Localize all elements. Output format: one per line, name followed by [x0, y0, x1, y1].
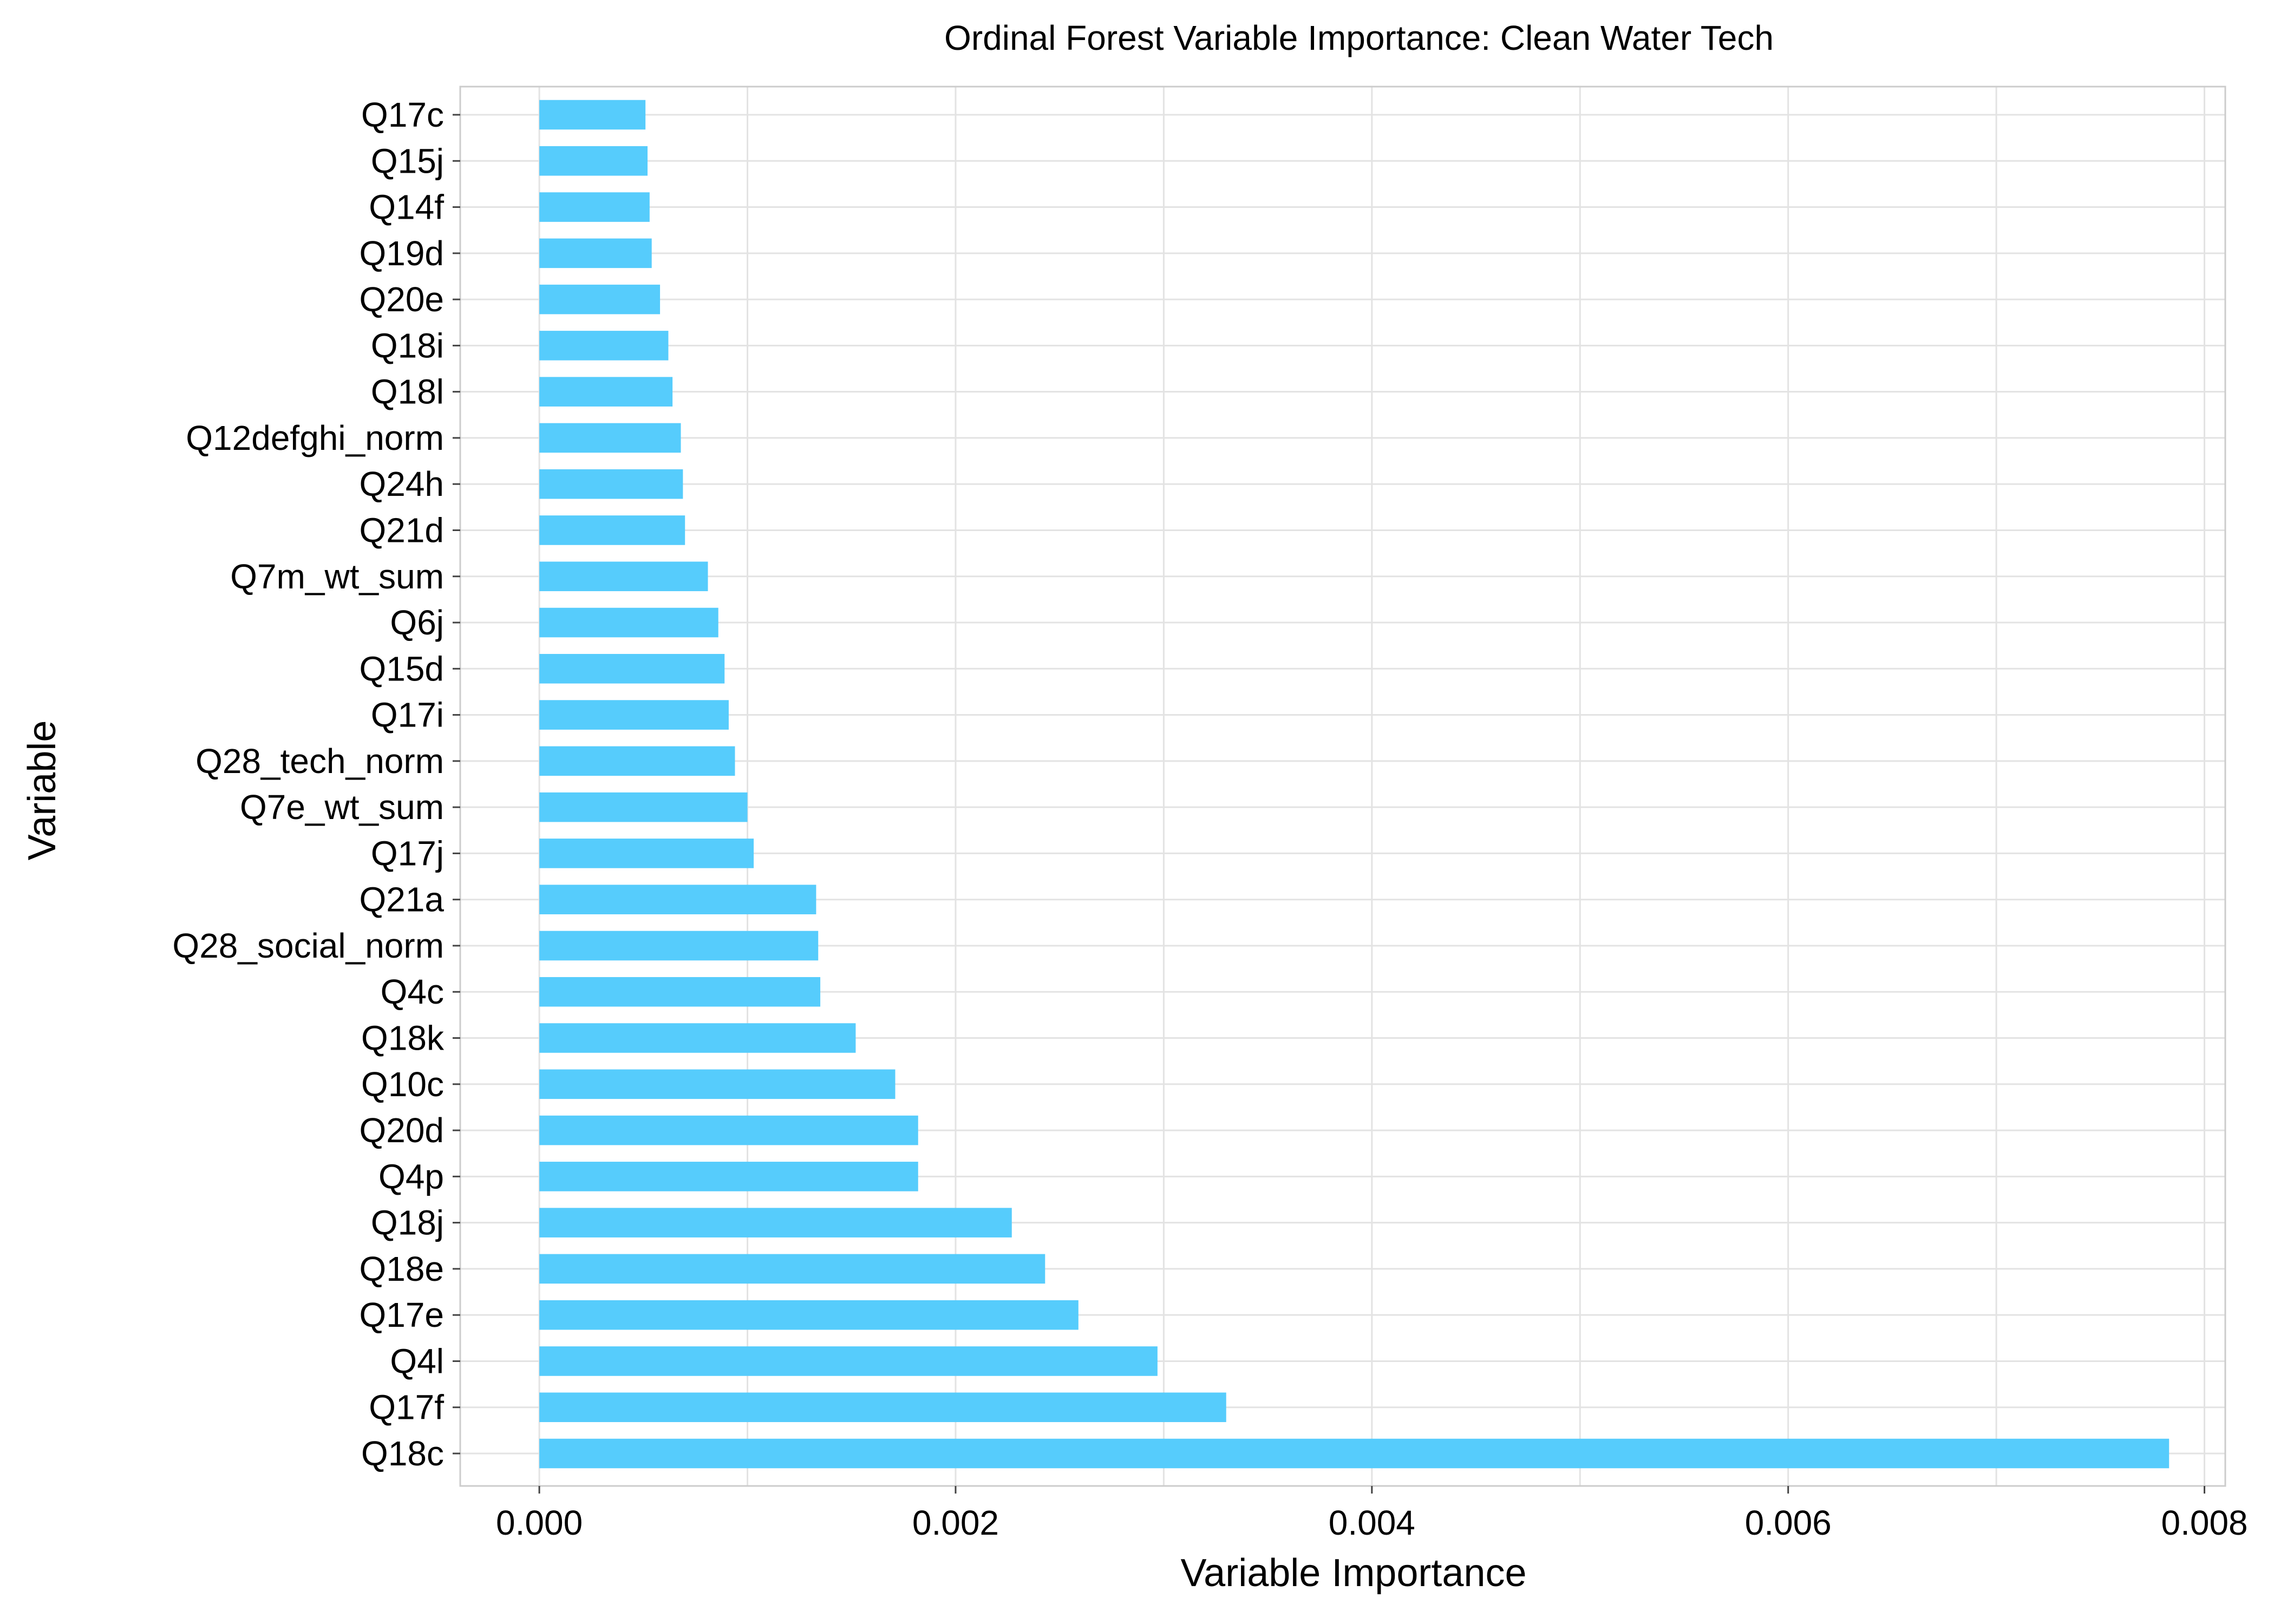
bar-Q18k [539, 1023, 856, 1053]
category-label: Q12defghi_norm [186, 418, 444, 457]
bar-Q14f [539, 192, 650, 222]
bar-Q21d [539, 515, 685, 545]
category-label: Q6j [390, 603, 444, 642]
category-label: Q4c [381, 972, 444, 1011]
bar-Q18i [539, 331, 669, 361]
category-label: Q15d [359, 649, 444, 688]
bar-Q15j [539, 146, 648, 176]
x-tick-label: 0.002 [912, 1503, 999, 1542]
category-label: Q7e_wt_sum [240, 788, 444, 827]
bar-Q18c [539, 1438, 2170, 1469]
category-label: Q21d [359, 510, 444, 549]
category-label: Q18j [371, 1203, 444, 1242]
category-label: Q4p [378, 1157, 444, 1196]
x-axis-ticks: 0.000 0.002 0.004 0.006 0.008 [496, 1486, 2248, 1542]
bar-Q20d [539, 1115, 918, 1145]
category-label: Q14f [369, 188, 444, 227]
x-axis-title: Variable Importance [1181, 1551, 1527, 1595]
category-label: Q18i [371, 326, 444, 365]
plot-frame [459, 86, 2226, 1487]
category-label: Q17j [371, 834, 444, 873]
category-label: Q17c [361, 95, 444, 134]
bar-Q12defghi_norm [539, 423, 681, 453]
category-label: Q17i [371, 696, 444, 735]
category-label: Q18l [371, 372, 444, 411]
bar-Q7m_wt_sum [539, 561, 708, 592]
y-axis-categories: Q17c Q15j Q14f Q19d Q20e Q18i Q18l Q12defghi_no… [172, 95, 460, 1473]
category-label: Q28_tech_norm [195, 742, 444, 781]
bar-Q24h [539, 469, 683, 499]
bar-Q17f [539, 1392, 1226, 1423]
y-axis-title: Variable [21, 721, 64, 861]
bar-Q18e [539, 1254, 1045, 1284]
category-label: Q19d [359, 234, 444, 273]
bar-Q17c [539, 100, 646, 130]
category-label: Q7m_wt_sum [230, 557, 444, 596]
x-tick-label: 0.008 [2161, 1503, 2247, 1542]
bar-Q18j [539, 1208, 1012, 1237]
category-label: Q28_social_norm [172, 926, 444, 965]
bar-Q28_tech_norm [539, 746, 735, 776]
bars [539, 100, 2170, 1469]
chart-title: Ordinal Forest Variable Importance: Clea… [944, 18, 1774, 57]
bar-Q15d [539, 654, 725, 684]
category-label: Q24h [359, 464, 444, 503]
category-label: Q18c [361, 1434, 444, 1473]
category-label: Q17e [359, 1295, 444, 1334]
bar-Q17j [539, 839, 754, 868]
bar-Q10c [539, 1069, 896, 1099]
bar-Q4c [539, 977, 821, 1007]
category-label: Q4l [390, 1341, 444, 1380]
category-label: Q15j [371, 141, 444, 180]
x-tick-label: 0.004 [1329, 1503, 1415, 1542]
bar-Q6j [539, 607, 718, 638]
bar-Q17e [539, 1300, 1079, 1330]
bar-Q18l [539, 377, 673, 407]
category-label: Q17f [369, 1388, 444, 1427]
bar-Q7e_wt_sum [539, 792, 748, 822]
bar-Q4l [539, 1346, 1158, 1376]
category-label: Q21a [359, 880, 444, 919]
bar-Q21a [539, 885, 816, 914]
category-label: Q18e [359, 1249, 444, 1288]
bar-Q4p [539, 1162, 918, 1191]
bar-Q28_social_norm [539, 931, 819, 961]
bar-Q17i [539, 700, 729, 730]
category-label: Q20d [359, 1111, 444, 1150]
x-tick-label: 0.006 [1745, 1503, 1832, 1542]
category-label: Q20e [359, 280, 444, 319]
bar-Q19d [539, 238, 652, 269]
x-tick-label: 0.000 [496, 1503, 583, 1542]
bar-Q20e [539, 284, 661, 315]
category-label: Q18k [361, 1019, 445, 1058]
category-label: Q10c [361, 1065, 444, 1104]
